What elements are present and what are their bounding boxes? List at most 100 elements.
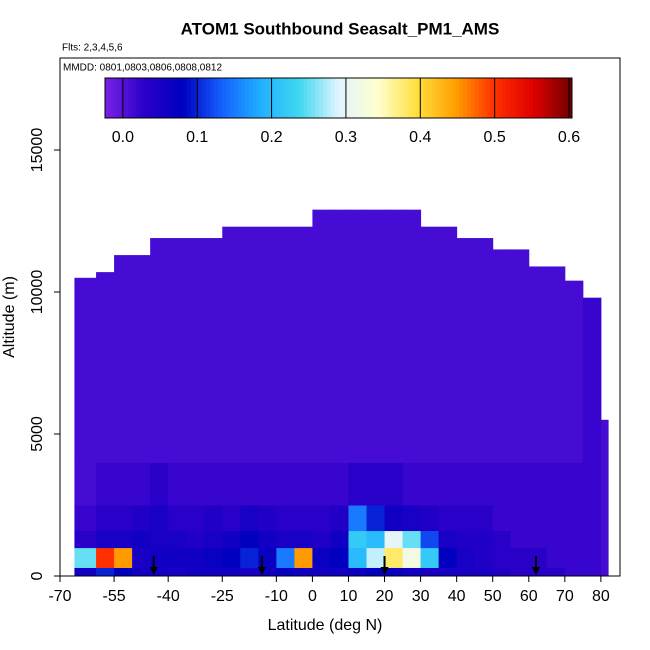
heat-cell bbox=[582, 530, 602, 549]
heat-cell bbox=[582, 505, 602, 532]
heat-cell bbox=[564, 462, 584, 506]
colorbar-swatch bbox=[470, 78, 476, 118]
x-tick-label: -10 bbox=[265, 588, 288, 605]
heat-cell bbox=[294, 462, 313, 506]
y-tick-label: 10000 bbox=[29, 270, 46, 315]
colorbar-swatch bbox=[217, 78, 223, 118]
colorbar-swatch bbox=[213, 78, 219, 118]
colorbar-swatch bbox=[132, 78, 137, 118]
heat-cell bbox=[96, 567, 115, 577]
heat-cell bbox=[564, 505, 584, 532]
colorbar-swatch bbox=[416, 78, 421, 118]
heat-cell bbox=[510, 505, 530, 532]
colorbar-swatch bbox=[198, 78, 203, 118]
heat-cell bbox=[276, 505, 295, 532]
annotation: MMDD: 0801,0803,0806,0808,0812 bbox=[63, 63, 222, 74]
colorbar-swatch bbox=[521, 78, 526, 118]
x-tick-label: 50 bbox=[484, 588, 502, 605]
heat-cell bbox=[294, 547, 313, 568]
colorbar-swatch bbox=[171, 78, 176, 118]
colorbar-swatch bbox=[264, 78, 269, 118]
heat-cell bbox=[600, 462, 609, 506]
heat-cell bbox=[582, 547, 602, 568]
colorbar-swatch bbox=[369, 78, 375, 118]
colorbar-swatch bbox=[206, 78, 211, 118]
heat-cell bbox=[96, 272, 115, 463]
heat-cell bbox=[456, 505, 476, 532]
heat-cell bbox=[74, 567, 97, 577]
heat-cell bbox=[510, 249, 530, 463]
colorbar-swatch bbox=[225, 78, 231, 118]
colorbar-swatch bbox=[540, 78, 546, 118]
colorbar-swatch bbox=[155, 78, 160, 118]
heat-cell bbox=[420, 462, 440, 506]
colorbar-swatch bbox=[346, 78, 351, 118]
x-tick-label: -40 bbox=[157, 588, 180, 605]
x-tick-label: -55 bbox=[103, 588, 126, 605]
heat-cell bbox=[132, 462, 151, 506]
heat-cell bbox=[330, 547, 349, 568]
heat-cell bbox=[492, 547, 512, 568]
colorbar-tick-label: 0.1 bbox=[186, 129, 208, 146]
colorbar-swatch bbox=[143, 78, 149, 118]
heat-cell bbox=[510, 530, 530, 549]
colorbar-swatch bbox=[400, 78, 406, 118]
colorbar-swatch bbox=[326, 78, 332, 118]
colorbar-swatch bbox=[190, 78, 196, 118]
colorbar-swatch bbox=[548, 78, 554, 118]
heat-cell bbox=[132, 530, 151, 549]
heat-cell bbox=[258, 567, 277, 577]
heat-cell bbox=[492, 567, 512, 577]
heat-cell bbox=[258, 547, 277, 568]
colorbar-swatch bbox=[439, 78, 445, 118]
colorbar-swatch bbox=[428, 78, 433, 118]
colorbar-swatch bbox=[124, 78, 129, 118]
y-tick-label: 5000 bbox=[29, 416, 46, 452]
colorbar-swatch bbox=[272, 78, 277, 118]
heat-cell bbox=[168, 462, 187, 506]
colorbar-swatch bbox=[564, 78, 569, 118]
heat-cell bbox=[438, 462, 458, 506]
heat-cell bbox=[294, 226, 313, 463]
heat-cell bbox=[74, 505, 97, 532]
heat-cell bbox=[510, 547, 530, 568]
arrow-head bbox=[380, 567, 389, 575]
heat-cell bbox=[348, 530, 368, 549]
heat-cell bbox=[74, 462, 97, 506]
y-axis-label: Altitude (m) bbox=[1, 276, 18, 358]
x-tick-label: -70 bbox=[48, 588, 71, 605]
heat-cell bbox=[528, 530, 548, 549]
colorbar-swatch bbox=[435, 78, 441, 118]
heat-cell bbox=[312, 505, 331, 532]
subtitle: Flts: 2,3,4,5,6 bbox=[62, 43, 123, 54]
arrow-head bbox=[257, 567, 266, 575]
colorbar-swatch bbox=[455, 78, 460, 118]
colorbar-swatch bbox=[260, 78, 266, 118]
heat-cell bbox=[168, 505, 187, 532]
colorbar-swatch bbox=[490, 78, 495, 118]
heat-cell bbox=[366, 462, 386, 506]
colorbar-swatch bbox=[280, 78, 285, 118]
heat-cell bbox=[600, 505, 609, 532]
colorbar-swatch bbox=[544, 78, 550, 118]
heat-cell bbox=[438, 567, 458, 577]
heat-cell bbox=[348, 209, 368, 463]
heat-cell bbox=[348, 462, 368, 506]
colorbar-swatch bbox=[237, 78, 242, 118]
colorbar-frame bbox=[104, 77, 573, 119]
colorbar-swatch bbox=[478, 78, 483, 118]
colorbar-swatch bbox=[241, 78, 246, 118]
colorbar-swatch bbox=[486, 78, 491, 118]
colorbar-swatch bbox=[175, 78, 180, 118]
heat-cell bbox=[456, 547, 476, 568]
heat-cell bbox=[546, 505, 566, 532]
colorbar-swatch bbox=[420, 78, 425, 118]
heat-cell bbox=[204, 567, 223, 577]
x-tick-label: 80 bbox=[592, 588, 610, 605]
heat-cell bbox=[330, 530, 349, 549]
heat-cell bbox=[546, 530, 566, 549]
colorbar-swatch bbox=[463, 78, 468, 118]
heat-cell bbox=[186, 567, 205, 577]
heat-cell bbox=[312, 209, 331, 463]
